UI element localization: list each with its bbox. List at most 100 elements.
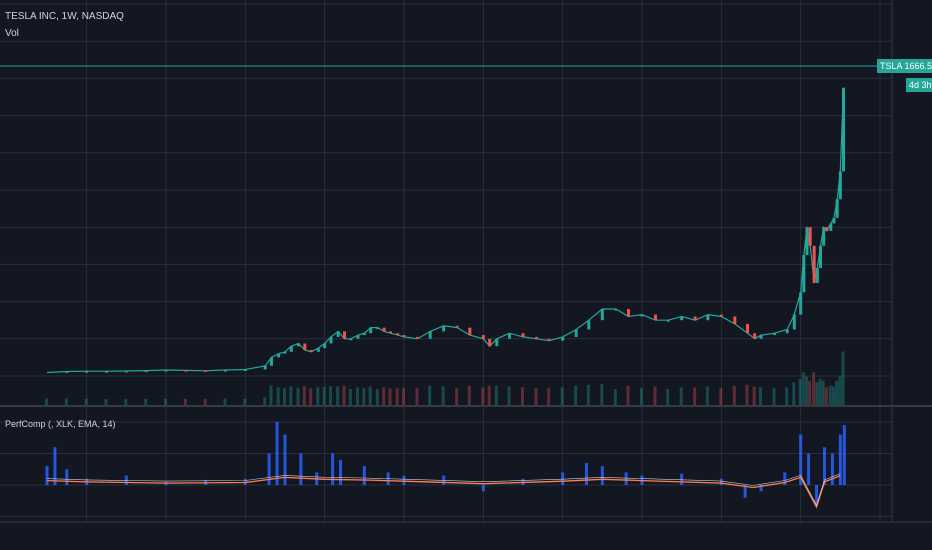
price-candle	[680, 316, 684, 321]
volume-bar	[203, 398, 207, 405]
volume-bar	[84, 398, 88, 405]
volume-bar	[164, 398, 167, 405]
price-candle	[204, 370, 208, 372]
volume-bar	[838, 376, 842, 405]
price-candle	[822, 227, 826, 246]
price-candle	[802, 255, 806, 293]
volume-bar	[296, 387, 300, 405]
volume-bar	[269, 385, 273, 405]
price-candle	[805, 227, 809, 256]
price-candle	[812, 245, 816, 283]
price-candle	[85, 371, 89, 373]
indicator-bar	[830, 453, 834, 485]
volume-bar	[821, 380, 825, 405]
price-candle	[772, 333, 776, 336]
price-candle	[468, 327, 472, 336]
volume-bar	[640, 388, 643, 405]
price-candle	[396, 333, 400, 336]
volume-bar	[521, 387, 524, 405]
indicator-bar	[267, 453, 271, 485]
price-candle	[653, 314, 657, 321]
volume-bar	[263, 397, 267, 405]
volume-bar	[368, 386, 372, 405]
volume-bar	[732, 385, 736, 405]
volume-bar	[534, 388, 538, 405]
volume-bar	[64, 398, 68, 405]
volume-bar	[316, 387, 320, 405]
price-candle	[534, 336, 538, 339]
volume-bar	[626, 385, 630, 405]
indicator-bar	[807, 453, 811, 485]
volume-bar	[600, 384, 604, 405]
price-candle	[362, 333, 366, 336]
price-candle	[838, 171, 842, 200]
indicator-bar	[815, 485, 819, 504]
price-candle	[547, 338, 551, 341]
price-candle	[521, 333, 525, 337]
volume-bar	[547, 388, 551, 405]
price-candle	[283, 351, 287, 354]
volume-bar	[388, 388, 392, 405]
price-candle	[402, 335, 406, 337]
volume-bar	[805, 376, 809, 405]
indicator-bar	[283, 434, 287, 485]
indicator-bar	[481, 485, 485, 492]
price-candle	[508, 333, 512, 339]
volume-bar	[302, 386, 306, 405]
price-candle	[785, 329, 789, 334]
price-candle	[382, 327, 386, 332]
volume-bar	[831, 386, 835, 405]
volume-bar	[808, 380, 812, 405]
price-candle	[343, 331, 346, 339]
price-candle	[832, 217, 836, 224]
indicator-bar	[65, 469, 69, 485]
price-candle	[349, 338, 353, 341]
price-candle	[706, 314, 710, 321]
volume-bar	[574, 385, 578, 405]
indicator-bar	[680, 473, 684, 485]
price-candle	[428, 331, 432, 339]
indicator-bar	[299, 453, 303, 485]
price-candle	[799, 292, 803, 315]
price-candle	[561, 336, 565, 341]
price-candle	[815, 268, 819, 283]
price-candle	[124, 370, 128, 373]
price-candle	[316, 348, 320, 352]
volume-bar	[348, 389, 352, 405]
volume-bar	[801, 372, 805, 405]
indicator-bar	[719, 478, 723, 485]
indicator-bar	[759, 485, 763, 492]
chart-title: TESLA INC, 1W, NASDAQ	[5, 11, 124, 22]
volume-bar	[45, 398, 48, 405]
volume-bar	[355, 387, 359, 405]
volume-bar	[309, 388, 313, 405]
price-candle	[759, 335, 763, 339]
volume-bar	[824, 387, 828, 405]
volume-bar	[223, 398, 227, 405]
indicator-bar	[600, 466, 604, 485]
price-candle	[640, 314, 644, 317]
volume-bar	[467, 385, 471, 405]
indicator-bar	[822, 447, 826, 485]
price-candle	[336, 331, 340, 337]
indicator-bar	[339, 459, 343, 485]
volume-bar	[428, 385, 432, 405]
price-candle	[829, 223, 833, 231]
volume-bar	[759, 387, 762, 405]
price-candle	[495, 338, 499, 347]
indicator-bar	[584, 462, 588, 485]
indicator-bar	[331, 453, 335, 485]
indicator-ratio-line	[46, 473, 841, 506]
price-candle	[442, 325, 446, 332]
price-candle	[614, 309, 618, 311]
volume-bar	[560, 387, 564, 405]
volume-bar	[705, 386, 709, 405]
volume-bar	[375, 389, 379, 405]
price-candle	[842, 87, 846, 172]
indicator-bar	[842, 425, 846, 485]
indicator-bar	[45, 466, 49, 485]
volume-bar	[798, 379, 802, 405]
volume-bar	[752, 386, 756, 405]
price-candle	[753, 333, 757, 339]
